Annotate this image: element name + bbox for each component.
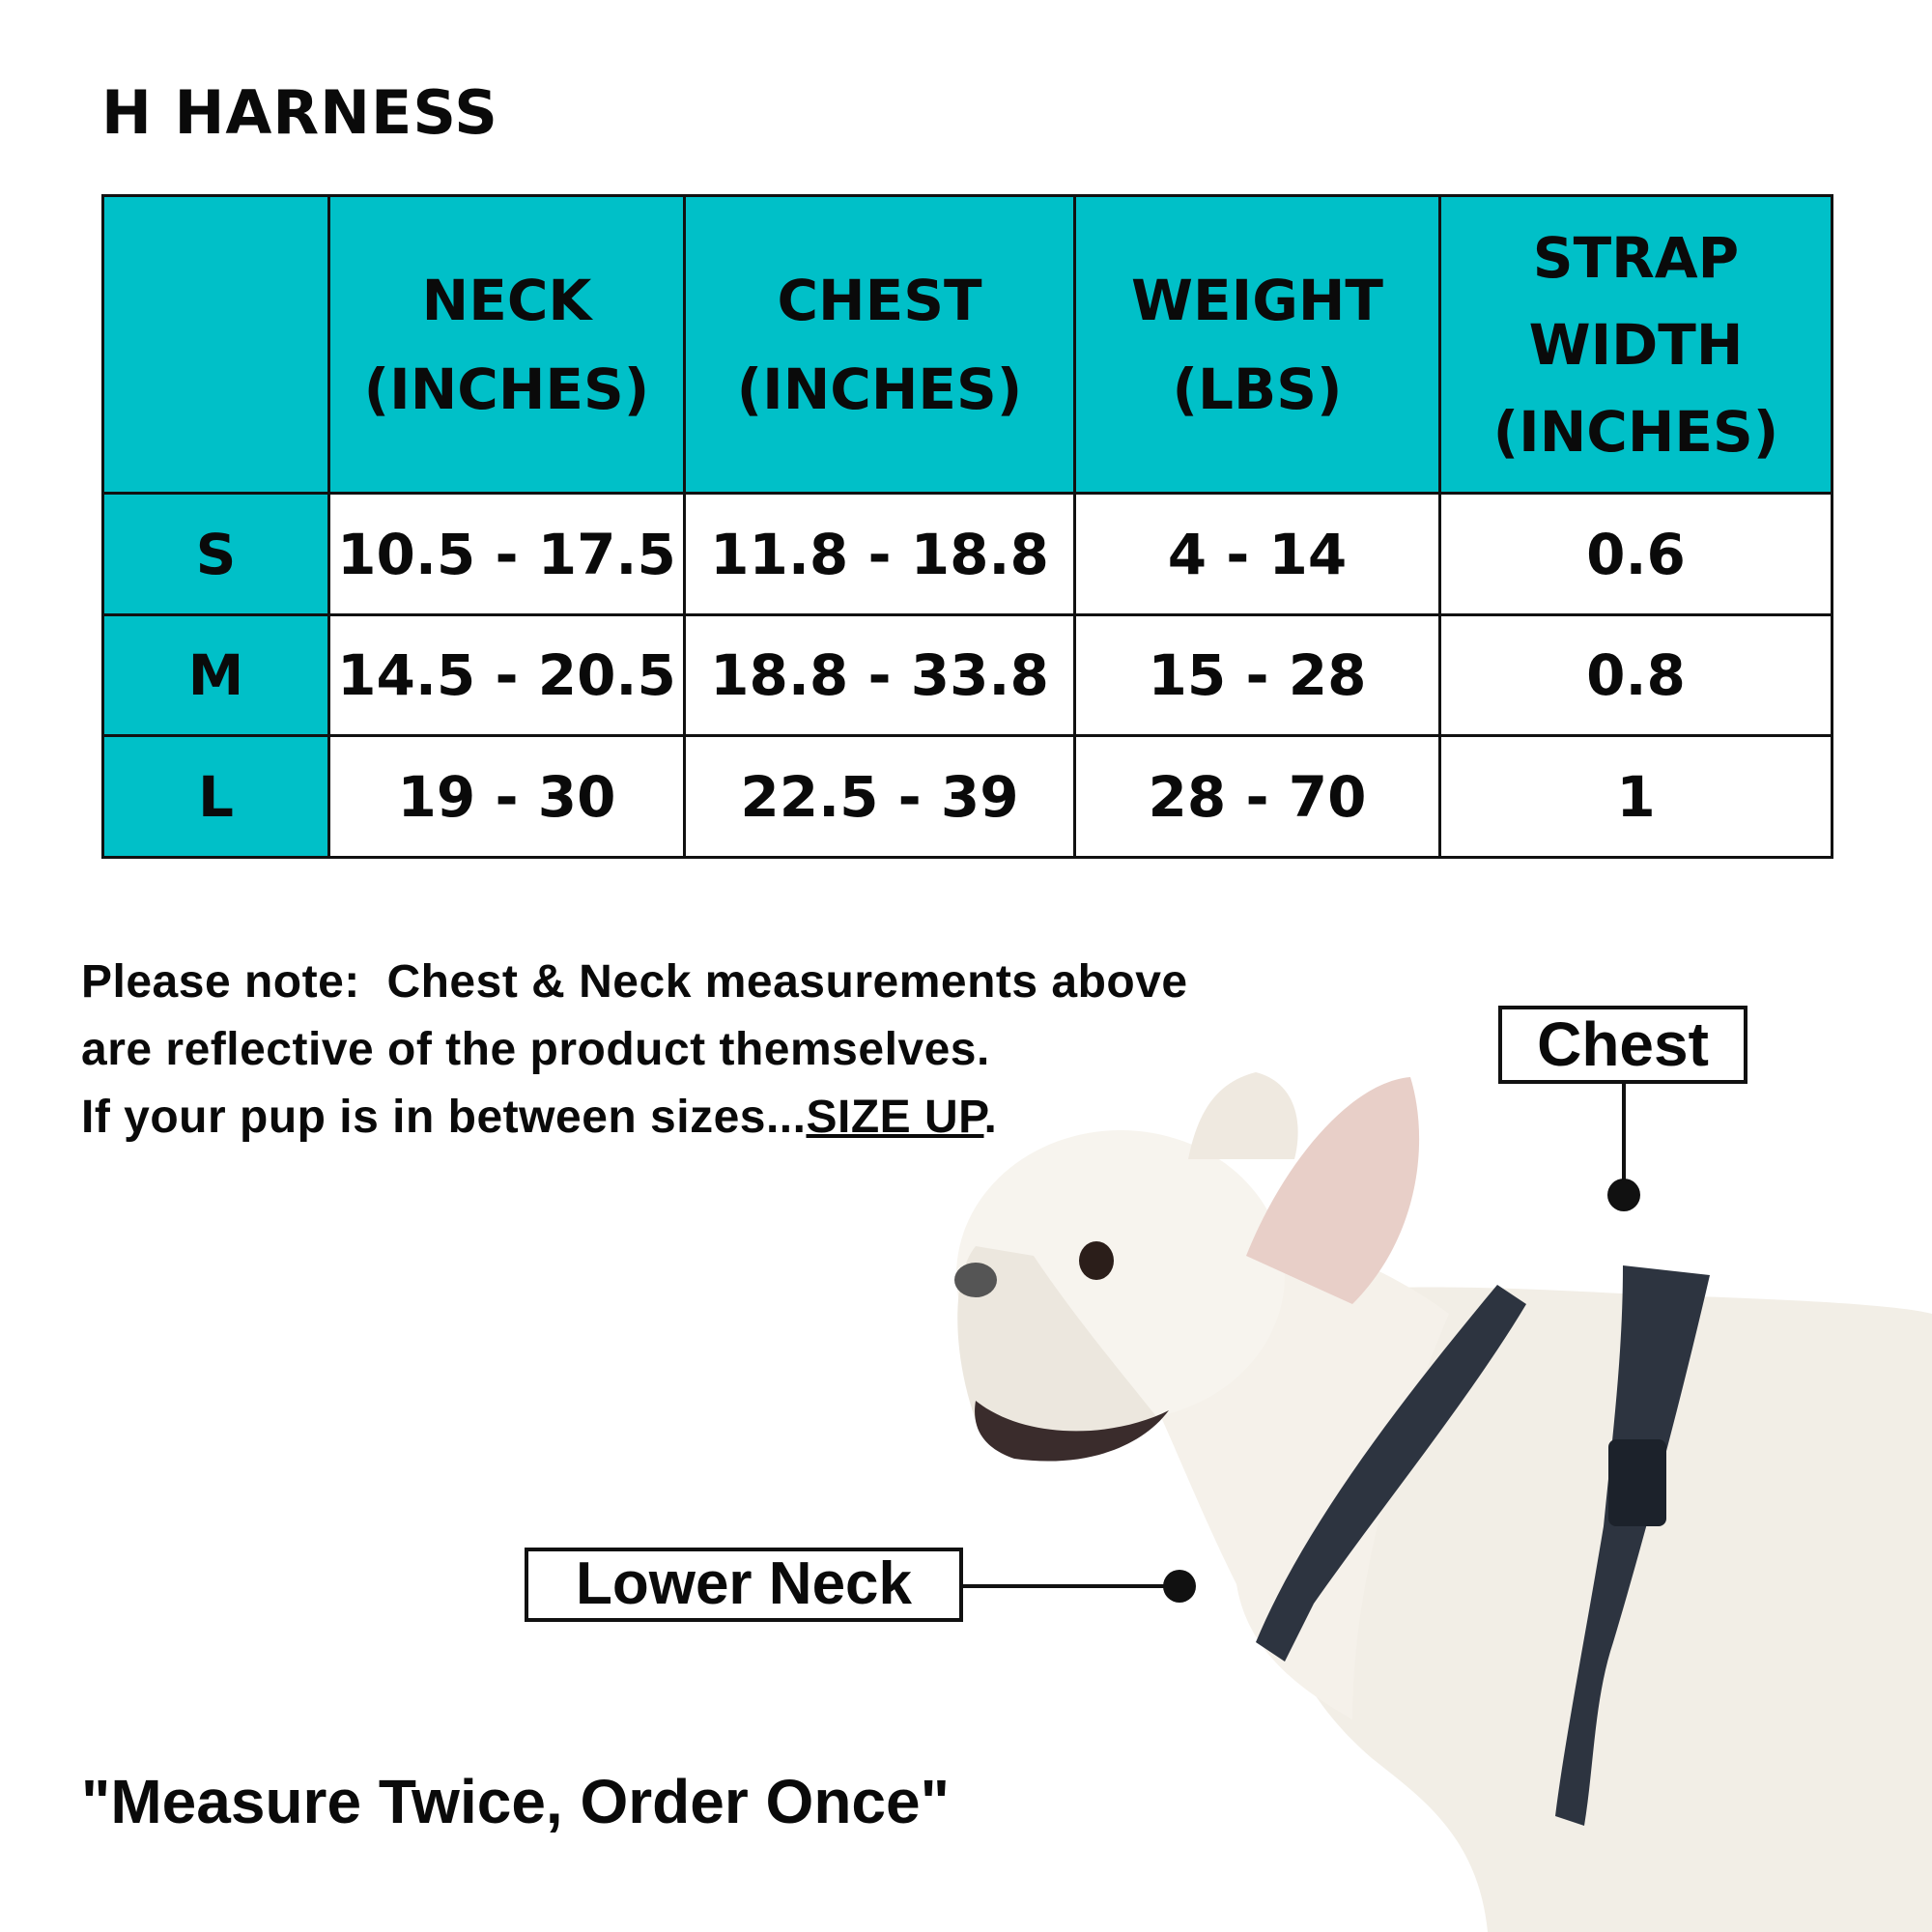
chest-cell: 18.8 - 33.8 [683, 612, 1076, 738]
weight-cell: 28 - 70 [1073, 734, 1441, 859]
size-chart-table: NECK (INCHES) CHEST (INCHES) WEIGHT (LBS) S… [101, 193, 1833, 859]
sizing-note: Please note: Chest & Neck measurements a… [81, 949, 1188, 1151]
weight-cell: 4 - 14 [1073, 492, 1441, 616]
table-row: S 10.5 - 17.5 11.8 - 18.8 4 - 14 0.6 [101, 492, 1833, 616]
neck-cell: 14.5 - 20.5 [327, 612, 686, 738]
dog-muzzle [957, 1246, 1159, 1449]
note-line-3: If your pup is in between sizes...SIZE U… [81, 1084, 1188, 1151]
strap-cell: 0.6 [1438, 492, 1833, 616]
table-header-row: NECK (INCHES) CHEST (INCHES) WEIGHT (LBS) S… [101, 193, 1833, 496]
note-line-1: Please note: Chest & Neck measurements a… [81, 956, 1188, 1008]
strap-cell: 1 [1438, 734, 1833, 859]
weight-cell: 15 - 28 [1073, 612, 1441, 738]
table-row: M 14.5 - 20.5 18.8 - 33.8 15 - 28 0.8 [101, 612, 1833, 738]
measure-quote: "Measure Twice, Order Once" [81, 1767, 950, 1836]
neck-pointer-dot [1163, 1570, 1196, 1603]
note-line-2: are reflective of the product themselves… [81, 1024, 990, 1075]
size-up-emphasis: SIZE UP [806, 1092, 984, 1143]
header-strap-width: STRAP WIDTH (INCHES) [1438, 193, 1833, 496]
note-line-3-period: . [983, 1092, 998, 1143]
lower-neck-label: Lower Neck [525, 1548, 963, 1622]
size-cell: M [101, 612, 330, 738]
chest-cell: 22.5 - 39 [683, 734, 1076, 859]
dog-eye [1079, 1241, 1114, 1280]
chest-label: Chest [1498, 1006, 1747, 1084]
dog-nose [954, 1263, 997, 1297]
note-line-3-text: If your pup is in between sizes... [81, 1092, 807, 1143]
header-size [101, 193, 330, 496]
dog-ear-right [1246, 1077, 1420, 1304]
size-cell: L [101, 734, 330, 859]
strap-cell: 0.8 [1438, 612, 1833, 738]
neck-cell: 19 - 30 [327, 734, 686, 859]
harness-neck-strap [1256, 1285, 1526, 1662]
page-title: H HARNESS [101, 77, 498, 148]
header-neck: NECK (INCHES) [327, 193, 686, 496]
table-row: L 19 - 30 22.5 - 39 28 - 70 1 [101, 734, 1833, 859]
harness-buckle [1608, 1439, 1666, 1526]
header-weight: WEIGHT (LBS) [1073, 193, 1441, 496]
dog-mouth [975, 1401, 1169, 1462]
neck-cell: 10.5 - 17.5 [327, 492, 686, 616]
chest-pointer-dot [1607, 1179, 1640, 1211]
size-cell: S [101, 492, 330, 616]
header-chest: CHEST (INCHES) [683, 193, 1076, 496]
chest-cell: 11.8 - 18.8 [683, 492, 1076, 616]
dog-ear-left [1188, 1072, 1298, 1159]
harness-chest-strap [1555, 1265, 1710, 1826]
